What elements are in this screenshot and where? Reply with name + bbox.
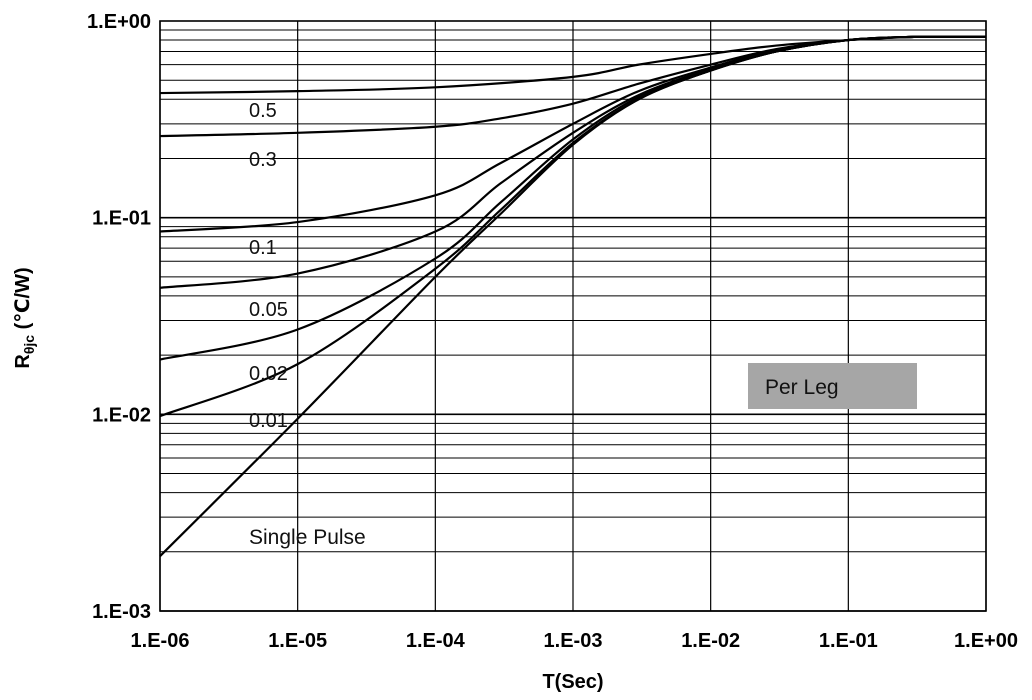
y-tick-label: 1.E-03 (92, 601, 151, 623)
curve-label: 0.3 (249, 149, 277, 171)
curve-label: 0.5 (249, 100, 277, 122)
y-axis-label-main: R (12, 354, 34, 369)
y-axis-label-unit: (℃/W) (12, 267, 34, 335)
x-tick-label: 1.E-04 (406, 630, 466, 652)
x-tick-label: 1.E-05 (268, 630, 327, 652)
curve-label: 0.02 (249, 363, 288, 385)
curve-annotations: 0.5 0.3 0.1 0.05 0.02 0.01 Single Pulse (249, 100, 366, 549)
legend-box-text: Per Leg (765, 376, 839, 399)
plot-frame (159, 20, 987, 612)
series-layer (159, 35, 987, 557)
y-axis-label: Rθjc (℃/W) (12, 267, 37, 368)
curve-label: 0.1 (249, 237, 277, 259)
y-axis-label-text: Rθjc (℃/W) (12, 267, 37, 368)
tick-labels: 1.E-06 1.E-05 1.E-04 1.E-03 1.E-02 1.E-01 1.E+… (87, 11, 1018, 652)
x-tick-label: 1.E-01 (819, 630, 878, 652)
legend-box-background (748, 363, 917, 409)
x-axis-label: T(Sec) (542, 671, 603, 693)
curve-label: 0.01 (249, 410, 288, 432)
y-tick-label: 1.E-01 (92, 208, 151, 230)
x-tick-label: 1.E-06 (131, 630, 190, 652)
y-axis-label-sub: θjc (21, 335, 37, 354)
x-tick-label: 1.E-02 (681, 630, 740, 652)
y-tick-label: 1.E-02 (92, 404, 151, 426)
x-tick-label: 1.E-03 (544, 630, 603, 652)
grid-layer (159, 21, 987, 612)
plot-area-border (159, 20, 987, 612)
curve-label: 0.05 (249, 299, 288, 321)
legend-box: Per Leg (748, 363, 917, 409)
series-line-single-pulse (159, 35, 987, 557)
x-tick-label: 1.E+00 (954, 630, 1018, 652)
y-tick-label: 1.E+00 (87, 11, 151, 33)
curve-label: Single Pulse (249, 526, 366, 549)
